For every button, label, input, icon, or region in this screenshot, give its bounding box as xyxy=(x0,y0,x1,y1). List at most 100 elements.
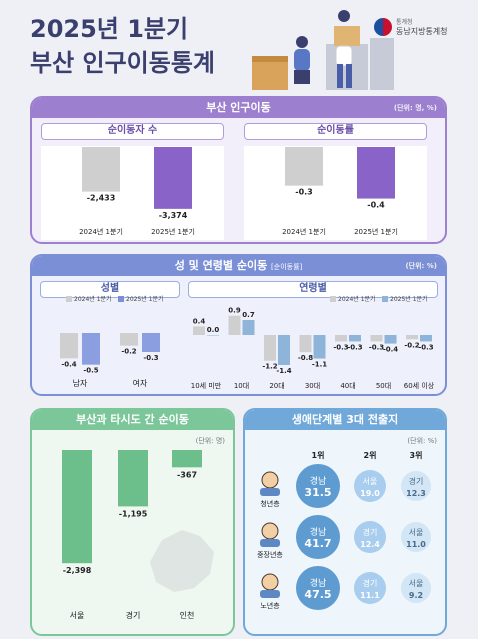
panel-title: 성 및 연령별 순이동 xyxy=(174,259,268,272)
destination-circle xyxy=(401,522,431,552)
destination-circle xyxy=(354,572,386,604)
bar-age xyxy=(207,335,219,336)
tick-label: 60세 이상 xyxy=(404,381,435,390)
data-label: -2,398 xyxy=(63,566,92,575)
destination-value: 41.7 xyxy=(304,537,331,550)
data-label: -0.4 xyxy=(367,201,385,210)
government-logo-icon xyxy=(374,18,392,36)
life-stage-label: 노년층 xyxy=(260,601,280,610)
legend-swatch xyxy=(66,296,72,302)
bar-age xyxy=(313,335,326,359)
destination-circle xyxy=(354,521,386,553)
panel-interregional: 부산과 타시도 간 순이동 (단위: 명) xyxy=(30,408,235,636)
data-label: -3,374 xyxy=(159,211,188,220)
data-label: -0.3 xyxy=(418,343,433,351)
destination-circle xyxy=(296,566,340,610)
tick-label: 2025년 1분기 xyxy=(354,227,398,236)
org-badge: 통계청 동남지방통계청 xyxy=(374,14,464,42)
data-label: -0.2 xyxy=(121,348,136,356)
bar-age xyxy=(193,326,205,335)
data-label: -0.4 xyxy=(61,360,76,368)
legend-label: 2024년 1분기 xyxy=(74,295,112,303)
unit-label: (단위: 명) xyxy=(195,437,225,445)
panel-title-tag: [순이동률] xyxy=(271,263,303,271)
chart-net-migrants xyxy=(41,146,224,240)
life-stage-label: 중장년층 xyxy=(257,550,283,559)
data-label: -0.5 xyxy=(83,367,98,375)
tick-label: 2024년 1분기 xyxy=(79,227,123,236)
destination-value: 19.0 xyxy=(360,489,380,498)
panel-title: 생애단계별 3대 전출지 xyxy=(291,413,399,426)
bar-net-rate xyxy=(285,147,323,186)
destination-region: 서울 xyxy=(363,477,378,486)
org-name: 동남지방통계청 xyxy=(396,27,448,36)
bar-interregional xyxy=(172,450,202,468)
bar-net-migrants xyxy=(82,147,120,192)
bar-age xyxy=(335,335,347,342)
destination-value: 11.1 xyxy=(360,591,380,600)
page-title: 2025년 1분기 xyxy=(30,15,189,43)
data-label: -0.3 xyxy=(295,188,313,197)
rank-header: 3위 xyxy=(410,450,423,460)
data-label: 0.9 xyxy=(228,307,241,315)
tick-label: 서울 xyxy=(70,611,85,620)
chart-net-rate xyxy=(244,146,427,240)
bar-age xyxy=(299,335,312,353)
data-label: -2,433 xyxy=(87,194,116,203)
bar-interregional xyxy=(118,450,148,507)
data-label: -0.3 xyxy=(369,343,384,351)
gender-title: 성별 xyxy=(40,281,180,298)
destination-region: 경기 xyxy=(409,476,424,486)
data-label: -367 xyxy=(177,470,197,479)
life-stage-label: 청년층 xyxy=(260,499,280,508)
legend-swatch xyxy=(382,296,388,302)
panel-header: 부산과 타시도 간 순이동 xyxy=(32,410,233,430)
destination-circle xyxy=(296,515,340,559)
bar-age xyxy=(420,335,432,342)
tick-label: 10세 미만 xyxy=(191,381,222,390)
panel-header: 성 및 연령별 순이동 [순이동률] (단위: %) xyxy=(32,256,445,276)
data-label: -0.3 xyxy=(333,343,348,351)
unit-label: (단위: %) xyxy=(405,262,437,270)
destination-region: 경기 xyxy=(363,578,378,588)
destination-circle xyxy=(401,573,431,603)
bar-age xyxy=(278,335,290,365)
tick-label: 2025년 1분기 xyxy=(151,227,195,236)
destination-value: 12.4 xyxy=(360,540,380,549)
bar-net-migrants xyxy=(154,147,192,209)
bar-gender xyxy=(60,333,78,359)
bar-gender xyxy=(82,333,100,365)
destination-region: 서울 xyxy=(409,579,424,588)
unit-label: (단위: %) xyxy=(407,437,437,445)
bar-age xyxy=(228,315,241,335)
bar-age xyxy=(370,335,383,342)
org-parent: 통계청 xyxy=(396,19,413,26)
tick-label: 50대 xyxy=(376,382,391,390)
moving-people-illustration-icon xyxy=(252,10,394,90)
bar-interregional xyxy=(62,450,92,564)
rank-header: 1위 xyxy=(312,450,325,460)
bar-gender xyxy=(120,333,138,346)
bar-age xyxy=(406,335,418,340)
panel-title: 부산 인구이동 xyxy=(206,101,271,114)
bar-age xyxy=(349,335,361,342)
legend-label: 2025년 1분기 xyxy=(390,295,428,303)
data-label: -0.3 xyxy=(347,343,362,351)
tick-label: 30대 xyxy=(305,382,320,390)
panel-header: 생애단계별 3대 전출지 xyxy=(245,410,445,430)
panel-title: 부산과 타시도 간 순이동 xyxy=(76,413,189,426)
bar-net-rate xyxy=(357,147,395,199)
data-label: 0.4 xyxy=(193,317,206,325)
data-label: -1.1 xyxy=(312,361,327,369)
destination-region: 경남 xyxy=(310,475,327,487)
tick-label: 10대 xyxy=(234,382,249,390)
legend-swatch xyxy=(118,296,124,302)
data-label: -0.3 xyxy=(143,354,158,362)
data-label: -1,195 xyxy=(119,509,148,518)
data-label: 0.0 xyxy=(207,326,220,334)
busan-map-silhouette-icon xyxy=(150,530,214,592)
data-label: -1.2 xyxy=(262,363,277,371)
tick-label: 40대 xyxy=(340,382,355,390)
tick-label: 여자 xyxy=(133,378,148,388)
page-subtitle: 부산 인구이동통계 xyxy=(30,49,215,77)
